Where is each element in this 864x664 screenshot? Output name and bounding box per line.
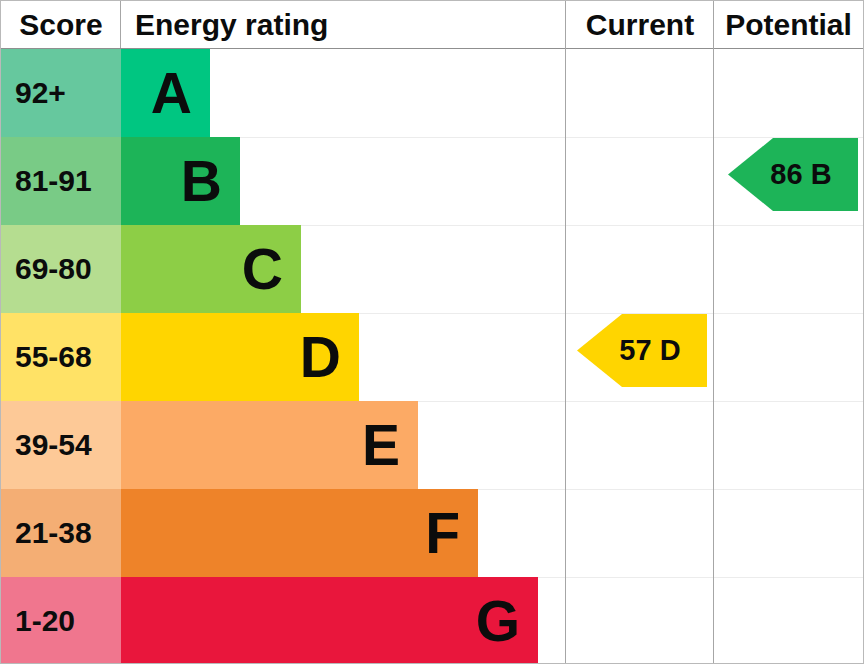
band-rows: 92+ A 81-91 B 69-80 C 55-68: [1, 49, 863, 664]
epc-rating-chart: Score Energy rating Current Potential 92…: [0, 0, 864, 664]
band-letter: E: [362, 417, 400, 474]
score-cell: 69-80: [1, 225, 121, 313]
band-row: 92+ A: [1, 49, 863, 137]
band-row: 1-20 G: [1, 577, 863, 664]
current-rating-label: 57 D: [619, 334, 680, 367]
band-row: 21-38 F: [1, 489, 863, 577]
band-letter: B: [181, 153, 222, 210]
score-range-label: 55-68: [15, 340, 92, 374]
rating-bar: E: [121, 401, 418, 489]
score-cell: 1-20: [1, 577, 121, 664]
table-header: Score Energy rating Current Potential: [1, 1, 863, 49]
band-letter: D: [300, 329, 341, 386]
band-letter: C: [242, 241, 283, 298]
score-range-label: 92+: [15, 76, 66, 110]
score-cell: 81-91: [1, 137, 121, 225]
header-potential: Potential: [714, 1, 863, 48]
score-range-label: 81-91: [15, 164, 92, 198]
rating-bar: B: [121, 137, 240, 225]
rating-bar: G: [121, 577, 538, 664]
header-energy-rating: Energy rating: [121, 1, 566, 48]
band-letter: G: [476, 593, 520, 650]
score-cell: 55-68: [1, 313, 121, 401]
band-row: 69-80 C: [1, 225, 863, 313]
rating-bar: A: [121, 49, 210, 137]
band-row: 81-91 B: [1, 137, 863, 225]
header-score: Score: [1, 1, 121, 48]
header-current: Current: [566, 1, 714, 48]
current-column-divider: [565, 1, 566, 663]
potential-rating-label: 86 B: [770, 158, 831, 191]
score-cell: 21-38: [1, 489, 121, 577]
band-letter: F: [425, 505, 460, 562]
score-range-label: 1-20: [15, 604, 75, 638]
rating-bar: F: [121, 489, 478, 577]
score-range-label: 69-80: [15, 252, 92, 286]
band-row: 55-68 D: [1, 313, 863, 401]
score-cell: 39-54: [1, 401, 121, 489]
rating-bar: D: [121, 313, 359, 401]
band-row: 39-54 E: [1, 401, 863, 489]
score-column-divider: [120, 1, 121, 48]
band-letter: A: [151, 65, 192, 122]
potential-column-divider: [713, 1, 714, 663]
score-range-label: 39-54: [15, 428, 92, 462]
score-range-label: 21-38: [15, 516, 92, 550]
rating-bar: C: [121, 225, 301, 313]
score-cell: 92+: [1, 49, 121, 137]
